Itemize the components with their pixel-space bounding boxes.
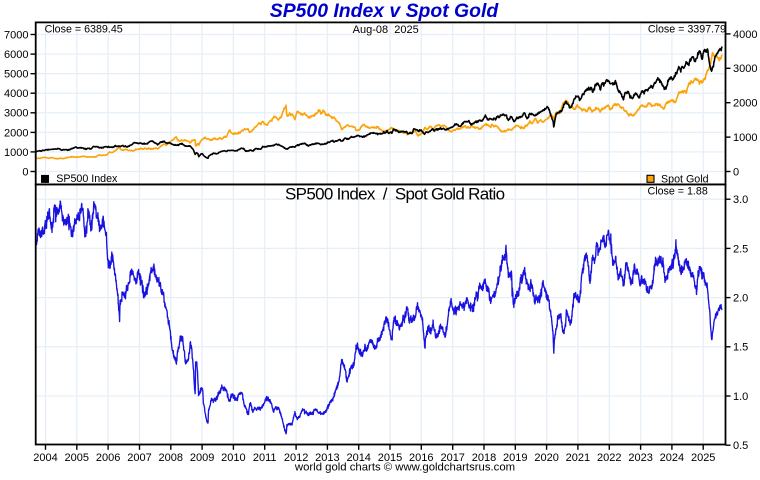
svg-text:Close = 1.88: Close = 1.88 [647,186,707,198]
svg-text:2015: 2015 [378,452,402,464]
svg-text:0: 0 [733,166,739,178]
svg-text:4000: 4000 [4,88,28,100]
svg-text:Spot Gold: Spot Gold [661,173,709,185]
svg-text:0.5: 0.5 [733,440,748,452]
svg-text:2016: 2016 [409,452,433,464]
svg-text:2020: 2020 [534,452,558,464]
svg-text:1.0: 1.0 [733,391,748,403]
svg-text:2000: 2000 [733,98,757,110]
svg-text:7000: 7000 [4,29,28,41]
svg-text:6000: 6000 [4,49,28,61]
svg-text:2008: 2008 [159,452,183,464]
svg-text:2011: 2011 [253,452,277,464]
svg-text:2010: 2010 [221,452,245,464]
svg-text:4000: 4000 [733,29,757,41]
svg-text:1000: 1000 [733,132,757,144]
svg-text:2013: 2013 [315,452,339,464]
svg-text:2014: 2014 [346,452,370,464]
svg-text:SP500 Index: SP500 Index [56,173,118,185]
svg-text:2005: 2005 [65,452,89,464]
svg-text:Close = 6389.45: Close = 6389.45 [45,23,123,35]
svg-text:2004: 2004 [33,452,57,464]
svg-text:2.0: 2.0 [733,293,748,305]
svg-text:SP500 Index / Spot Gold Rati: SP500 Index / Spot Gold Ratio [285,184,505,203]
svg-text:3000: 3000 [733,63,757,75]
svg-text:0: 0 [22,166,28,178]
svg-text:world gold charts © www.goldch: world gold charts © www.goldchartsrus.co… [294,462,515,474]
svg-text:2024: 2024 [660,452,684,464]
svg-text:1000: 1000 [4,147,28,159]
svg-text:2019: 2019 [503,452,527,464]
svg-text:Close = 3397.79: Close = 3397.79 [648,23,726,35]
svg-text:1.5: 1.5 [733,342,748,354]
svg-text:2007: 2007 [127,452,151,464]
svg-text:2022: 2022 [597,452,621,464]
svg-text:Aug-08 2025: Aug-08 2025 [353,24,419,36]
svg-text:2025: 2025 [691,452,715,464]
svg-text:5000: 5000 [4,69,28,81]
svg-text:2018: 2018 [472,452,496,464]
svg-text:2017: 2017 [440,452,464,464]
svg-text:2000: 2000 [4,127,28,139]
svg-text:2006: 2006 [96,452,120,464]
svg-text:2021: 2021 [566,452,590,464]
svg-text:2.5: 2.5 [733,243,748,255]
svg-text:2023: 2023 [628,452,652,464]
svg-text:3000: 3000 [4,108,28,120]
svg-text:3.0: 3.0 [733,194,748,206]
svg-text:SP500 Index v Spot Gold: SP500 Index v Spot Gold [270,0,500,22]
svg-text:2012: 2012 [284,452,308,464]
svg-text:2009: 2009 [190,452,214,464]
